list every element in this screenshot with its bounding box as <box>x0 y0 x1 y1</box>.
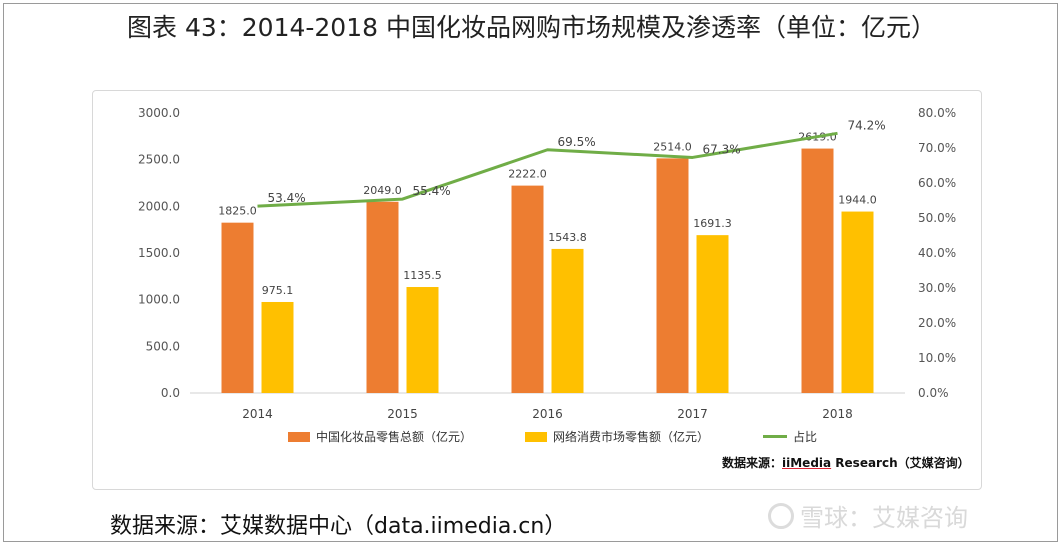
y-left-tick-label: 1000.0 <box>138 293 180 307</box>
bar-online-sales <box>841 211 874 393</box>
y-right-tick-label: 60.0% <box>918 176 956 190</box>
bar-value-label: 2049.0 <box>363 184 402 197</box>
y-right-tick-label: 40.0% <box>918 246 956 260</box>
bar-value-label: 1543.8 <box>548 231 587 244</box>
y-left-tick-label: 3000.0 <box>138 106 180 120</box>
watermark: 雪球：艾媒咨询 <box>768 498 968 533</box>
y-left-tick-label: 0.0 <box>161 386 180 400</box>
bar-value-label: 1944.0 <box>838 194 877 207</box>
bar-value-label: 975.1 <box>262 284 294 297</box>
y-right-tick-label: 0.0% <box>918 386 949 400</box>
footer-source: 数据来源：艾媒数据中心（data.iimedia.cn） <box>110 514 567 539</box>
y-right-tick-label: 20.0% <box>918 316 956 330</box>
bar-value-label: 1691.3 <box>693 217 732 230</box>
bar-retail-total <box>801 148 834 393</box>
y-left-tick-label: 500.0 <box>146 339 180 353</box>
x-tick-label: 2014 <box>242 407 273 421</box>
legend-swatch-share <box>763 435 787 438</box>
x-tick-label: 2017 <box>677 407 708 421</box>
legend-label-share: 占比 <box>793 430 818 444</box>
bar-online-sales <box>696 235 729 393</box>
share-line <box>257 131 838 208</box>
bar-retail-total <box>366 201 399 393</box>
y-right-tick-label: 80.0% <box>918 106 956 120</box>
y-left-tick-label: 2000.0 <box>138 199 180 213</box>
y-left-tick-label: 1500.0 <box>138 246 180 260</box>
x-tick-label: 2015 <box>387 407 418 421</box>
share-value-label: 69.5% <box>558 135 596 149</box>
legend-item-retail-total: 中国化妆品零售总额（亿元） <box>288 428 472 445</box>
y-right-tick-label: 50.0% <box>918 211 956 225</box>
legend-label-online-sales: 网络消费市场零售额（亿元） <box>553 430 710 444</box>
bar-online-sales <box>406 287 439 393</box>
share-value-label: 74.2% <box>848 118 886 132</box>
bar-value-label: 2514.0 <box>653 140 692 153</box>
share-value-label: 55.4% <box>413 184 451 198</box>
bar-retail-total <box>656 158 689 393</box>
legend-swatch-retail-total <box>288 431 310 442</box>
watermark-text: 雪球：艾媒咨询 <box>800 504 968 532</box>
bar-online-sales <box>261 301 294 393</box>
bar-retail-total <box>221 222 254 393</box>
y-right-tick-label: 70.0% <box>918 141 956 155</box>
source-note-link[interactable]: iiMedia <box>782 456 832 470</box>
bar-value-label: 2222.0 <box>508 168 547 181</box>
share-value-label: 53.4% <box>268 191 306 205</box>
figure-frame <box>3 3 1058 542</box>
source-note-prefix: 数据来源： <box>722 456 783 470</box>
chart-title: 图表 43：2014-2018 中国化妆品网购市场规模及渗透率（单位：亿元） <box>127 13 936 42</box>
legend-swatch-online-sales <box>525 431 547 442</box>
source-note-suffix: Research（艾媒咨询） <box>831 456 970 470</box>
bar-online-sales <box>551 248 584 393</box>
y-left-tick-label: 2500.0 <box>138 153 180 167</box>
share-value-label: 67.3% <box>703 142 741 156</box>
snowball-logo-icon <box>768 502 794 529</box>
bar-value-label: 1135.5 <box>403 269 442 282</box>
legend-label-retail-total: 中国化妆品零售总额（亿元） <box>316 430 473 444</box>
y-right-tick-label: 30.0% <box>918 281 956 295</box>
bar-retail-total <box>511 185 544 393</box>
bar-value-label: 1825.0 <box>218 205 257 218</box>
legend-item-online-sales: 网络消费市场零售额（亿元） <box>525 428 709 445</box>
x-tick-label: 2018 <box>822 407 853 421</box>
chart-source-note: 数据来源：iiMedia Research（艾媒咨询） <box>722 454 970 471</box>
y-right-tick-label: 10.0% <box>918 351 956 365</box>
x-tick-label: 2016 <box>532 407 563 421</box>
legend-item-share: 占比 <box>763 428 817 445</box>
